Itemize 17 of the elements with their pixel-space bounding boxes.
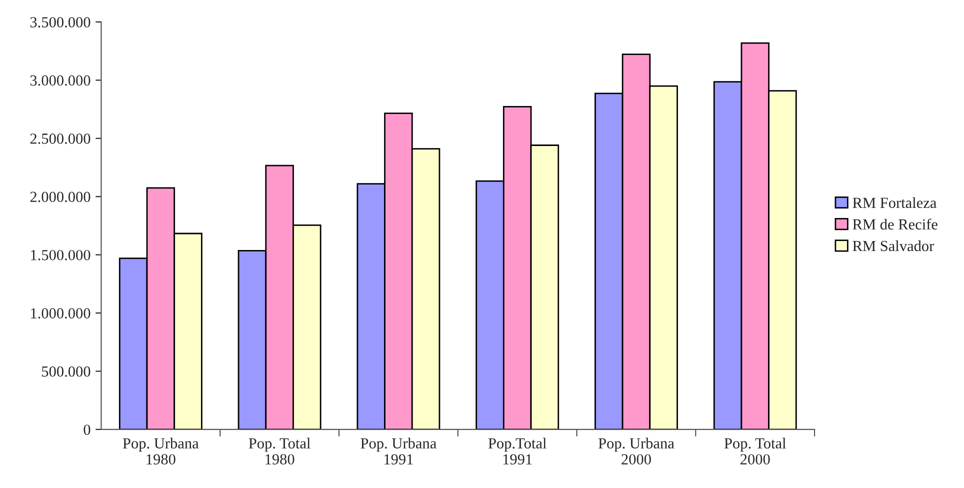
y-tick-label: 3.000.000 xyxy=(30,75,90,86)
y-tick-label: 2.500.000 xyxy=(30,134,90,144)
x-tick-label: Pop. Total 2000 xyxy=(724,438,786,464)
x-tick-label: Pop. Total 1980 xyxy=(248,438,310,464)
x-tick-label: Pop.Total 1991 xyxy=(488,438,546,464)
y-tick-label: 3.500.000 xyxy=(30,17,90,28)
legend-label: RM Fortaleza xyxy=(852,197,936,208)
x-tick-label: Pop. Urbana 1980 xyxy=(122,438,199,464)
y-tick-label: 1.000.000 xyxy=(31,308,90,319)
x-tick-label: Pop. Urbana 2000 xyxy=(598,438,674,464)
x-tick-label: Pop. Urbana 1991 xyxy=(360,438,436,464)
y-tick-label: 1.500.000 xyxy=(31,250,90,260)
y-tick-label: 500.000 xyxy=(42,366,90,377)
legend-label: RM Salvador xyxy=(852,240,934,252)
y-tick-label: 2.000.000 xyxy=(30,192,90,202)
y-tick-label: 0 xyxy=(84,424,90,435)
legend-label: RM de Recife xyxy=(852,218,938,230)
